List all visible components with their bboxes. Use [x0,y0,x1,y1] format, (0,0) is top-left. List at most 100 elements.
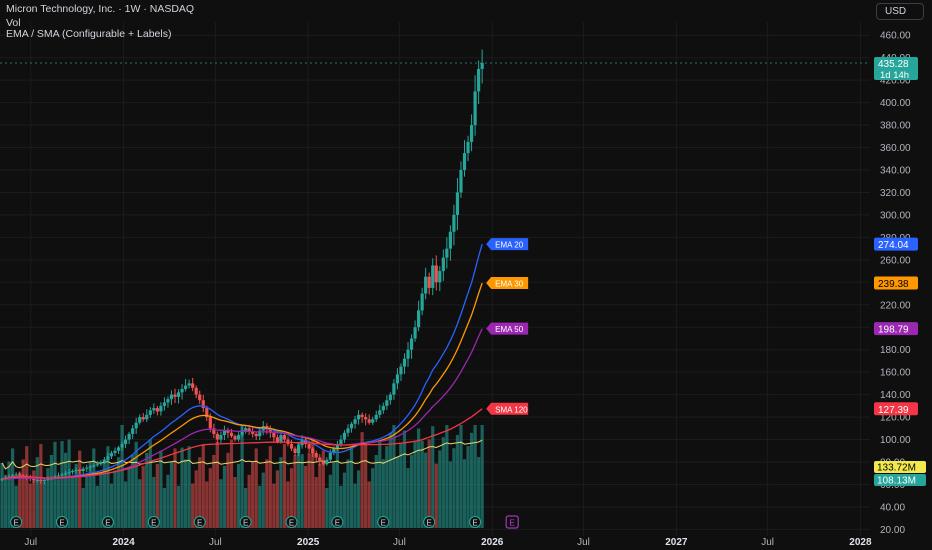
volume-bar [293,455,297,528]
price-tick-label: 140.00 [880,390,911,401]
price-tick-label: 120.00 [880,413,911,424]
volume-bar [148,439,152,528]
price-tick-label: 360.00 [880,143,911,154]
volume-bar [417,428,421,528]
candle-body [349,423,354,429]
candle-body [272,432,276,438]
earnings-marker-label: E [472,519,477,528]
volume-bar [244,488,248,528]
volume-bar [349,446,354,528]
candle-body [307,444,311,449]
candle-body [413,327,417,339]
volume-bar [342,472,347,528]
ma-label-1: EMA 30 [486,277,529,290]
volume-bar [219,479,223,528]
ma-axis-badge-text: 127.39 [878,405,909,416]
candle-body [127,433,131,440]
earnings-marker-label: E [105,519,110,528]
candle-body [240,430,244,436]
ma-axis-badge-text: 239.38 [878,279,909,290]
candle-body [131,428,135,434]
time-tick-label: Jul [761,537,774,548]
candle-body [155,408,159,412]
candle-body [123,439,128,445]
volume-bar [141,466,145,528]
candle-body [173,394,177,397]
volume-bar [184,459,188,528]
price-tick-label: 400.00 [880,98,911,109]
volume-bar [102,459,106,528]
price-tick-label: 20.00 [880,525,905,536]
volume-bars [0,425,484,528]
volume-bar [240,425,244,528]
volume-bar [409,454,414,528]
candle-body [251,431,255,434]
currency-button[interactable]: USD [876,3,924,20]
candle-body [462,153,467,170]
volume-bar [131,455,135,528]
candle-body [378,410,382,415]
candle-body [452,214,456,232]
earnings-marker-circle [10,516,23,528]
volume-bar [28,483,32,528]
volume-bar [81,488,85,528]
ma-label-bg [486,277,529,290]
volume-bar [21,459,25,528]
candle-body [198,394,202,401]
candle-body [282,435,287,440]
ma-label-text: SMA 120 [495,405,528,414]
volume-bar [180,447,184,528]
sma120-line [1,408,483,480]
volume-bar [321,450,325,528]
candle-body [395,374,400,384]
candle-body [328,453,332,460]
candle-body [459,170,463,193]
volume-bar [296,441,301,528]
volume-bar [116,457,121,528]
volume-label: Vol [6,17,21,29]
volume-bar [176,485,181,528]
volume-bar [155,463,159,528]
volume-bar [60,441,64,528]
candle-body [67,472,71,474]
candle-body [311,448,315,454]
volume-bar [56,479,61,528]
volume-bar [353,483,357,528]
candle-body [109,453,114,457]
candle-body [244,428,248,431]
candle-body [194,387,198,395]
volume-bar [166,474,170,528]
volume-bar [173,448,177,528]
candle-body [360,414,364,418]
candle-body [438,271,442,283]
volume-bar [162,488,167,528]
candle-body [289,444,294,449]
candle-body [187,383,191,386]
earnings-marker-circle [193,516,206,528]
ma-label-text: EMA 20 [495,241,524,250]
volume-bar [289,468,294,528]
volume-bar [388,432,392,528]
volume-bar [445,425,449,528]
volume-bar [233,477,237,528]
candle-body [184,385,188,389]
price-tick-label: 300.00 [880,210,911,221]
volume-bar [71,477,75,528]
volume-bar [279,457,283,528]
volume-bar [300,454,304,528]
volume-bar [477,457,481,528]
volume-bar [381,459,385,528]
volume-bar [7,461,11,528]
candle-body [258,430,262,437]
candle-body [141,417,145,420]
candle-body [88,466,92,468]
time-tick-label: Jul [24,537,37,548]
candle-body [11,475,15,477]
volume-bar [11,448,15,528]
candle-body [35,479,39,481]
candle-body [321,462,325,465]
volume-bar [18,472,22,528]
candle-body [71,470,75,473]
future-earnings-label: E [509,519,514,528]
